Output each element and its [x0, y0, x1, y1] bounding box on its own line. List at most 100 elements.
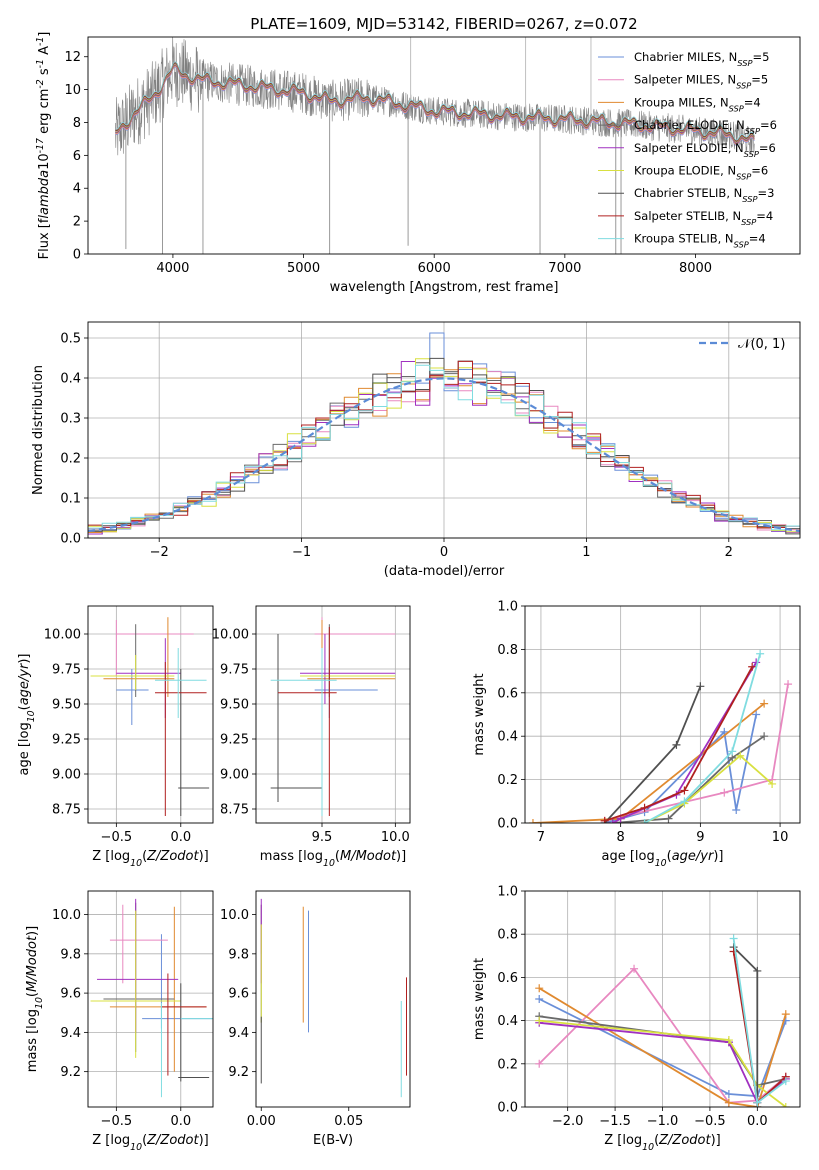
- mass-weight-marker: [608, 819, 617, 823]
- y-axis-label: mass weight: [472, 673, 487, 755]
- y-tick-label: 0.0: [497, 817, 518, 832]
- plot-area: [90, 617, 210, 816]
- y-axis-label: Normed distribution: [31, 365, 46, 495]
- mass-weight-marker: [781, 1103, 790, 1107]
- x-tick-label: −1.0: [647, 1114, 679, 1129]
- y-tick-label: 9.75: [220, 663, 249, 678]
- y-axis-label: mass weight: [472, 958, 487, 1040]
- mass-weight-marker: [781, 1010, 790, 1019]
- y-tick-label: 9.25: [220, 733, 249, 748]
- y-axis-label: age [log10(age/yr)]: [17, 653, 37, 775]
- x-tick-label: 4000: [156, 261, 189, 276]
- y-tick-label: 9.6: [60, 987, 81, 1002]
- x-axis-label: age [log10(age/yr)]: [601, 849, 723, 869]
- x-axis-label: mass [log10(M/Modot)]: [260, 849, 406, 869]
- axes-age_vs_mass: 9.5 10.0 8.75 9.00 9.25 9.50 9.75 10.00 mass [lo…: [212, 605, 411, 869]
- y-tick-label: 10.0: [52, 908, 81, 923]
- y-tick-label: 9.75: [52, 663, 81, 678]
- figure-title: PLATE=1609, MJD=53142, FIBERID=0267, z=0…: [250, 15, 637, 33]
- plot-area: [88, 332, 800, 535]
- x-tick-label: 6000: [418, 261, 451, 276]
- mass-weight-marker: [753, 966, 762, 975]
- x-tick-label: 10.0: [381, 830, 410, 845]
- y-tick-label: 0.4: [60, 372, 81, 387]
- axes-frame: [255, 605, 411, 824]
- y-tick-label: 9.6: [228, 987, 249, 1002]
- axes-mass_weight_vs_age: 7 8 9 10 0.0 0.2 0.4 0.6 0.8 1.0 age [log10(age/yr…: [472, 600, 801, 869]
- x-tick-label: 8: [617, 830, 625, 845]
- x-tick-label: 9: [696, 830, 704, 845]
- y-tick-label: 8.75: [52, 803, 81, 818]
- mass-weight-line: [612, 735, 765, 823]
- y-tick-label: 0.0: [60, 532, 81, 547]
- y-tick-label: 10: [64, 83, 81, 98]
- mass-weight-marker: [724, 1098, 733, 1107]
- mass-weight-line: [644, 653, 761, 823]
- axes-frame: [524, 605, 801, 824]
- y-tick-label: 9.8: [60, 947, 81, 962]
- mass-weight-marker: [672, 740, 681, 749]
- x-tick-label: −2.0: [552, 1114, 584, 1129]
- y-tick-label: 0.1: [60, 492, 81, 507]
- legend-label: Salpeter STELIB, NSSP=4: [634, 209, 773, 227]
- mass-weight-marker: [784, 680, 793, 689]
- mass-weight-marker: [724, 1036, 733, 1045]
- plot-area: [535, 934, 790, 1107]
- legend-label: 𝒩(0, 1): [738, 337, 785, 352]
- axes-frame: [524, 890, 801, 1108]
- normal-reference-curve: [88, 377, 800, 533]
- x-axis-label: E(B-V): [313, 1133, 353, 1148]
- legend-label: Salpeter ELODIE, NSSP=6: [634, 141, 776, 159]
- axes-age_vs_Z: −0.5 0.0 8.75 9.00 9.25 9.50 9.75 10.00 Z [log10…: [17, 605, 214, 869]
- y-tick-label: 8: [73, 116, 81, 131]
- x-axis-label: Z [log10(Z/Zodot)]: [604, 1133, 721, 1153]
- y-tick-label: 0.2: [497, 1057, 518, 1072]
- y-tick-label: 0.3: [60, 412, 81, 427]
- x-tick-label: 0.0: [170, 1114, 191, 1129]
- x-tick-label: 7000: [548, 261, 581, 276]
- mass-weight-marker: [748, 662, 757, 671]
- y-tick-label: 0.2: [497, 773, 518, 788]
- y-tick-label: 10.00: [44, 628, 81, 643]
- mass-weight-marker: [756, 649, 765, 658]
- mass-weight-line: [644, 754, 773, 823]
- x-axis-label: Z [log10(Z/Zodot)]: [92, 849, 209, 869]
- y-tick-label: 9.25: [52, 733, 81, 748]
- mass-weight-marker: [752, 710, 761, 719]
- axes-frame: [87, 890, 214, 1108]
- mass-weight-marker: [729, 934, 738, 943]
- y-tick-label: 0.4: [497, 730, 518, 745]
- y-tick-label: 4: [73, 182, 81, 197]
- y-tick-label: 9.00: [52, 768, 81, 783]
- axes-mass_weight_vs_Z: −2.0 −1.5 −1.0 −0.5 0.0 0.0 0.2 0.4 0.6 0.8 1.0 Z […: [472, 885, 801, 1153]
- axes-mass_vs_Z: −0.5 0.0 9.2 9.4 9.6 9.8 10.0 Z [log10(Z/Zodot)…: [25, 890, 214, 1153]
- mass-weight-marker: [753, 1098, 762, 1107]
- legend-label: Kroupa ELODIE, NSSP=6: [634, 164, 768, 182]
- plot-area: [270, 617, 396, 816]
- mass-weight-marker: [535, 1016, 544, 1025]
- mass-weight-line: [539, 1019, 787, 1107]
- x-tick-label: −0.5: [101, 830, 133, 845]
- y-tick-label: 9.4: [60, 1026, 81, 1041]
- axes-frame: [87, 321, 801, 539]
- x-tick-label: 10: [772, 830, 789, 845]
- x-tick-label: −1.5: [599, 1114, 631, 1129]
- y-tick-label: 1.0: [497, 600, 518, 615]
- legend-label: Chabrier ELODIE, NSSP=6: [634, 118, 777, 136]
- axes-mass_vs_EBV: 0.00 0.05 9.2 9.4 9.6 9.8 10.0 E(B-V): [220, 890, 411, 1148]
- mass-weight-marker: [781, 1077, 790, 1086]
- plot-area: [260, 898, 407, 1098]
- y-tick-label: 0.2: [60, 452, 81, 467]
- mass-weight-marker: [736, 751, 745, 760]
- mass-weight-marker: [680, 797, 689, 806]
- mass-weight-marker: [535, 1059, 544, 1068]
- axes-frame: [255, 890, 411, 1108]
- mass-weight-line: [604, 683, 789, 822]
- legend-label: Chabrier MILES, NSSP=5: [634, 50, 769, 68]
- x-tick-label: 0.0: [170, 830, 191, 845]
- y-tick-label: 9.00: [220, 768, 249, 783]
- plot-area: [528, 649, 793, 823]
- x-tick-label: −0.5: [101, 1114, 133, 1129]
- y-tick-label: 9.2: [228, 1065, 249, 1080]
- mass-weight-marker: [760, 732, 769, 741]
